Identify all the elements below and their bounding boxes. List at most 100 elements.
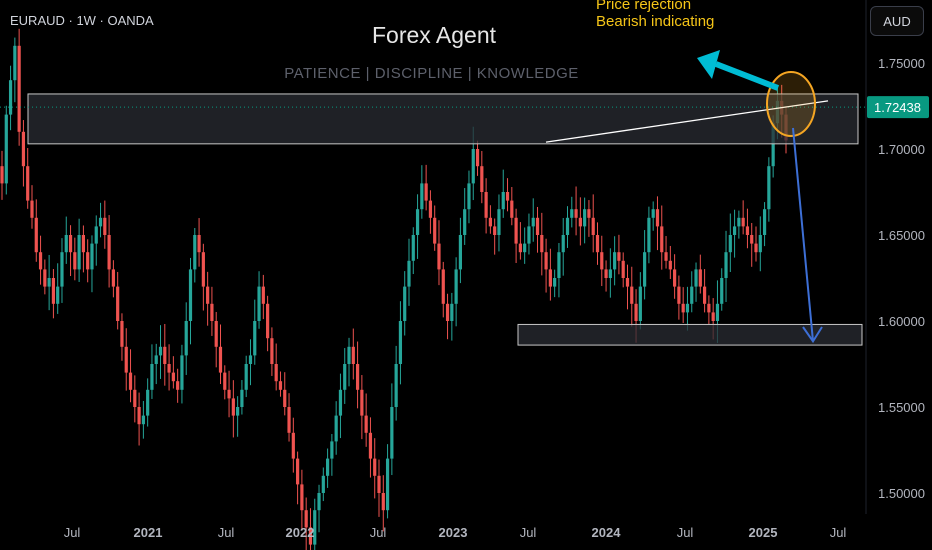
candle-body bbox=[630, 286, 634, 304]
candle-body bbox=[368, 432, 373, 459]
zone-layer bbox=[27, 93, 863, 346]
candle-body bbox=[604, 269, 608, 278]
candle-body bbox=[330, 441, 334, 459]
candle-body bbox=[150, 364, 154, 390]
candle-body bbox=[523, 243, 527, 253]
candle-body bbox=[437, 243, 441, 270]
candle-body bbox=[60, 252, 64, 287]
candle-body bbox=[201, 252, 205, 287]
candle-body bbox=[364, 415, 368, 433]
candle-body bbox=[613, 252, 617, 270]
candle-body bbox=[561, 235, 565, 253]
candle-body bbox=[210, 303, 214, 321]
candle-body bbox=[176, 381, 180, 390]
currency-button[interactable]: AUD bbox=[870, 6, 924, 36]
candle-body bbox=[745, 226, 750, 235]
candle-body bbox=[565, 217, 570, 235]
candle-body bbox=[287, 407, 291, 433]
candle-body bbox=[64, 235, 68, 253]
candle-body bbox=[463, 209, 467, 235]
candle-body bbox=[488, 217, 492, 227]
candle-body bbox=[141, 415, 145, 425]
time-tick-label: Jul bbox=[677, 525, 694, 540]
candle-body bbox=[103, 217, 107, 235]
candle-body bbox=[428, 200, 433, 218]
price-tick-label: 1.65000 bbox=[878, 228, 925, 243]
rejection-note: Price rejection Bearish indicating bbox=[596, 0, 714, 30]
candle-body bbox=[608, 269, 612, 278]
candle-body bbox=[355, 364, 360, 390]
candle-body bbox=[655, 209, 660, 227]
candle-body bbox=[244, 364, 248, 390]
candle-body bbox=[737, 217, 741, 227]
candle-body bbox=[351, 346, 355, 364]
price-tick-label: 1.50000 bbox=[878, 486, 925, 501]
candle-body bbox=[651, 209, 655, 218]
candle-body bbox=[501, 192, 505, 210]
time-tick-label: Jul bbox=[520, 525, 537, 540]
candle-body bbox=[634, 303, 638, 321]
candle-body bbox=[240, 389, 244, 407]
candle-body bbox=[647, 217, 651, 253]
candle-body bbox=[591, 217, 595, 235]
price-tick-label: 1.70000 bbox=[878, 142, 925, 157]
candle-body bbox=[420, 183, 424, 210]
candle-body bbox=[643, 252, 647, 287]
candle-body bbox=[116, 286, 120, 321]
candle-body bbox=[475, 149, 480, 167]
candle-body bbox=[720, 278, 724, 304]
candle-body bbox=[728, 235, 732, 253]
candle-body bbox=[553, 278, 557, 287]
candle-body bbox=[407, 260, 411, 287]
candle-body bbox=[124, 346, 128, 373]
time-tick-label: Jul bbox=[218, 525, 235, 540]
candle-body bbox=[158, 346, 163, 356]
price-axis: 1.75000 1.70000 1.65000 1.60000 1.55000 1.500… bbox=[867, 56, 929, 501]
candle-body bbox=[26, 166, 30, 201]
candle-body bbox=[133, 389, 137, 407]
current-price-tag bbox=[867, 96, 929, 119]
candle-body bbox=[750, 235, 754, 244]
candle-body bbox=[540, 235, 544, 253]
candle-body bbox=[450, 303, 454, 321]
candle-body bbox=[270, 338, 274, 364]
candle-body bbox=[698, 269, 702, 287]
candle-body bbox=[291, 432, 295, 459]
time-tick-label: 2024 bbox=[592, 525, 622, 540]
candle-body bbox=[34, 217, 38, 253]
candle-body bbox=[377, 475, 381, 493]
symbol-label: EURAUD · 1W · OANDA bbox=[10, 13, 154, 28]
candle-body bbox=[578, 217, 582, 227]
candle-body bbox=[394, 364, 398, 407]
note-line-2: Bearish indicating bbox=[596, 13, 715, 30]
candle-body bbox=[424, 183, 428, 201]
time-tick-label: 2022 bbox=[286, 525, 315, 540]
candle-body bbox=[300, 484, 304, 511]
candle-body bbox=[13, 45, 17, 81]
candle-body bbox=[681, 303, 685, 313]
candle-body bbox=[81, 235, 85, 253]
candle-body bbox=[146, 389, 150, 416]
candle-body bbox=[480, 166, 484, 192]
time-tick-label: Jul bbox=[830, 525, 847, 540]
candle-body bbox=[180, 355, 184, 390]
candle-body bbox=[227, 389, 231, 399]
candle-body bbox=[767, 166, 771, 210]
candle-body bbox=[411, 235, 415, 261]
candle-body bbox=[471, 149, 475, 184]
candle-body bbox=[660, 226, 664, 253]
candle-body bbox=[548, 269, 552, 287]
note-line-1: Price rejection bbox=[596, 0, 692, 13]
time-tick-label: Jul bbox=[64, 525, 81, 540]
candle-body bbox=[360, 389, 364, 416]
candle-body bbox=[218, 346, 223, 373]
candle-body bbox=[321, 475, 325, 493]
candle-body bbox=[741, 217, 745, 227]
chart-subtitle: PATIENCE | DISCIPLINE | KNOWLEDGE bbox=[284, 65, 579, 82]
candle-body bbox=[724, 252, 728, 278]
note-arrow-shaft bbox=[714, 61, 780, 91]
candle-body bbox=[77, 235, 81, 270]
candle-body bbox=[30, 200, 34, 218]
